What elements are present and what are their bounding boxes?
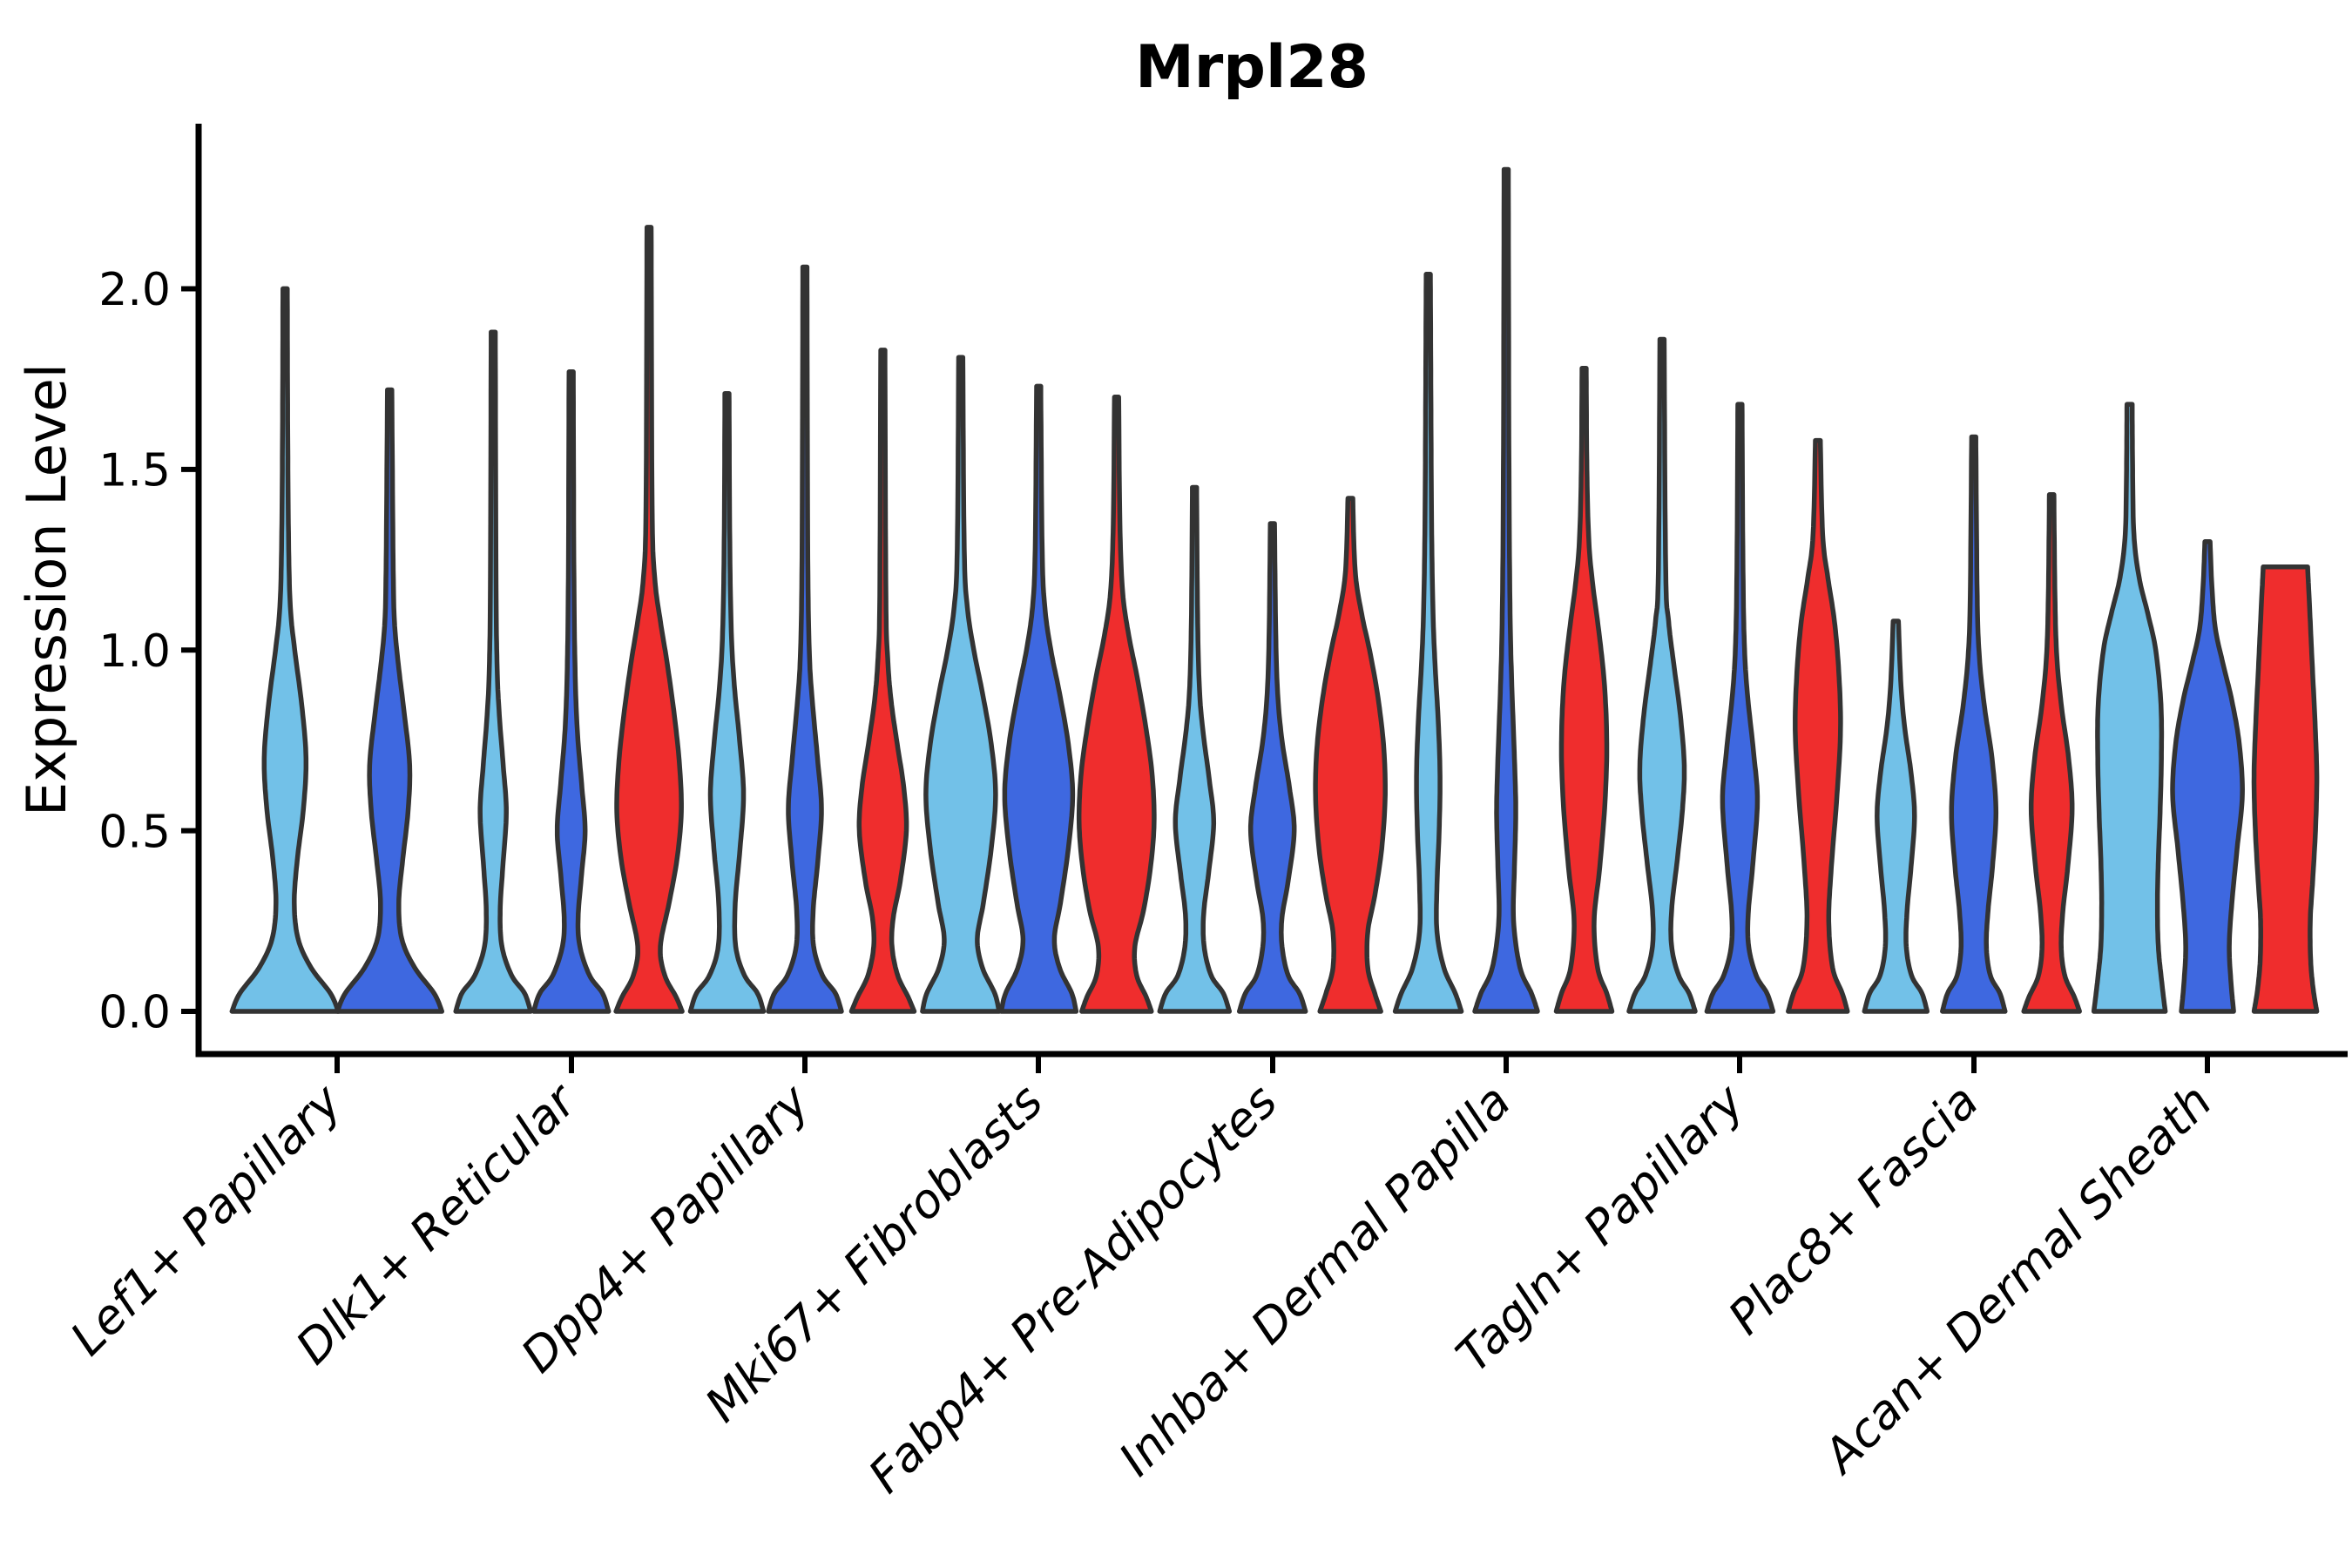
violin-tagln-red <box>1786 437 1850 1014</box>
violin-tagln-dark_blue <box>1704 402 1776 1014</box>
y-tick-label: 1.0 <box>98 625 171 678</box>
violin-mki67-dark_blue <box>998 383 1079 1014</box>
y-tick-label: 0.0 <box>98 987 171 1039</box>
x-tick-labels: Lef1+ Papillary Dlk1+ Reticular Dpp4+ Pa… <box>60 1072 2222 1504</box>
violin-acan-light_blue <box>2091 402 2168 1014</box>
x-tick-label: Inhba+ Dermal Papilla <box>1108 1074 1521 1487</box>
x-tick-label: Plac8+ Fascia <box>1718 1074 1989 1345</box>
violin-mki67-light_blue <box>920 355 1002 1014</box>
plot-title: Mrpl28 <box>1135 33 1369 102</box>
violin-inhba-dark_blue <box>1472 166 1540 1014</box>
y-tick-labels: 0.0 0.5 1.0 1.5 2.0 <box>98 264 171 1039</box>
y-axis-label: Expression Level <box>15 363 78 816</box>
violin-lef1-light_blue <box>229 286 341 1014</box>
violin-dpp4-dark_blue <box>766 264 844 1014</box>
violin-acan-dark_blue <box>2170 539 2245 1014</box>
violins-layer <box>229 166 2320 1014</box>
y-tick-label: 0.5 <box>98 806 171 858</box>
violin-inhba-red <box>1553 365 1615 1014</box>
x-tick-marks <box>335 1054 2210 1073</box>
violin-tagln-light_blue <box>1626 336 1698 1014</box>
violin-plac8-light_blue <box>1862 618 1930 1014</box>
violin-lef1-dark_blue <box>335 387 445 1014</box>
x-tick-label: Fabp4+ Pre-Adipocytes <box>858 1074 1288 1504</box>
x-tick-label: Acan+ Dermal Sheath <box>1811 1074 2222 1485</box>
y-tick-marks <box>181 286 199 1014</box>
violin-fabp4-dark_blue <box>1236 521 1308 1014</box>
violin-dlk1-red <box>613 225 685 1014</box>
violin-dpp4-red <box>848 348 917 1014</box>
y-tick-label: 2.0 <box>98 264 171 316</box>
violin-inhba-light_blue <box>1392 272 1464 1014</box>
violin-dlk1-light_blue <box>453 329 533 1014</box>
y-tick-label: 1.5 <box>98 445 171 497</box>
violin-fabp4-light_blue <box>1157 484 1233 1014</box>
violin-dlk1-dark_blue <box>531 369 612 1014</box>
violin-plac8-dark_blue <box>1940 434 2008 1014</box>
violin-fabp4-red <box>1313 496 1388 1014</box>
violin-dpp4-light_blue <box>687 390 767 1014</box>
violin-acan-red <box>2251 564 2320 1014</box>
violin-mki67-red <box>1076 395 1157 1014</box>
violin-plac8-red <box>2021 492 2082 1014</box>
